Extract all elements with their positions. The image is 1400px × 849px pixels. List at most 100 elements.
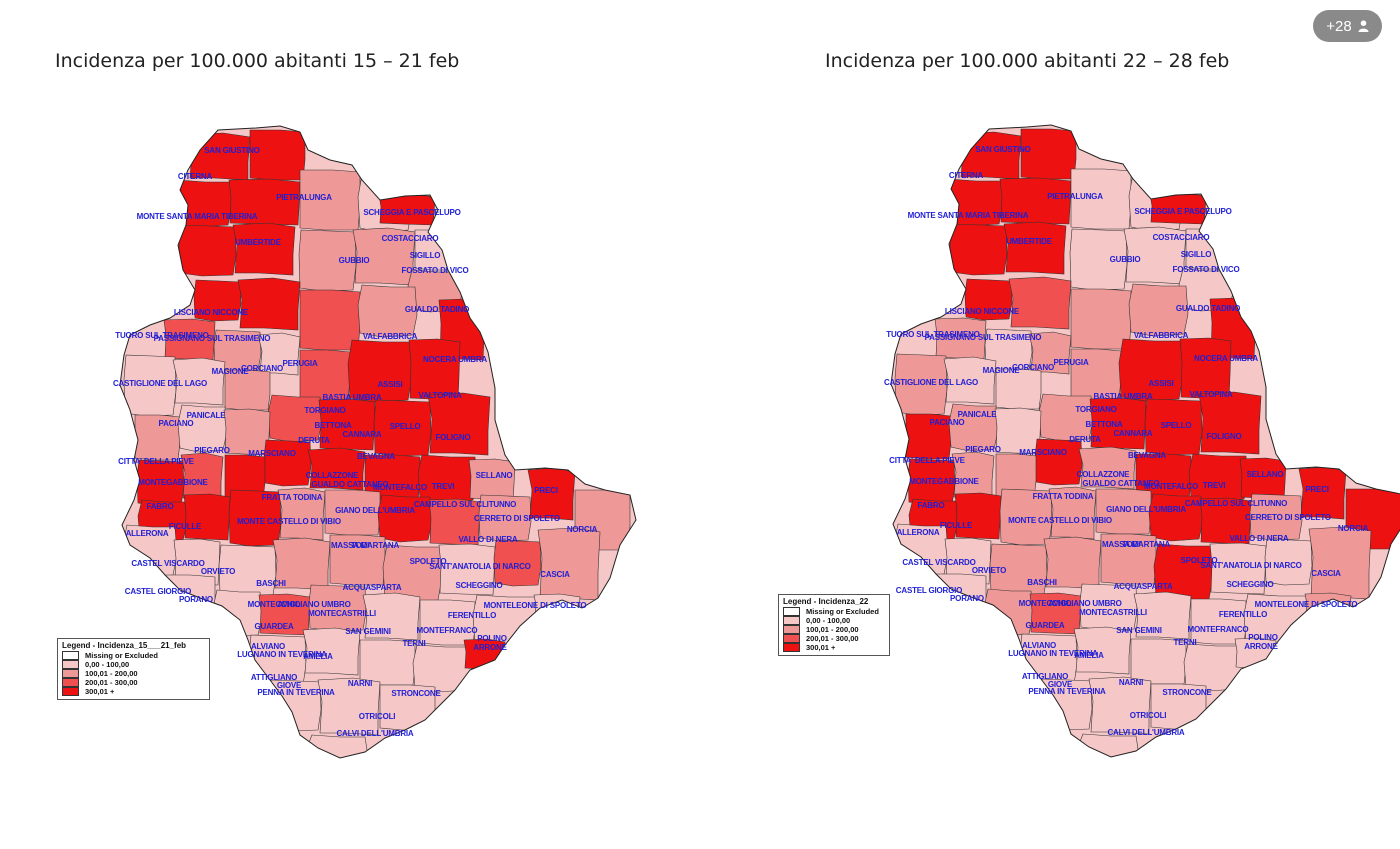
municipality-label: GUARDEA [1025, 621, 1064, 630]
municipality-label: CASCIA [1311, 569, 1341, 578]
municipality-polygon [1088, 676, 1152, 735]
legend-label: Missing or Excluded [806, 607, 879, 616]
municipality-label: DERUTA [1069, 435, 1101, 444]
municipality-layer [120, 126, 636, 758]
municipality-label: GUBBIO [339, 256, 370, 265]
municipality-label: MONTECASTRILLI [308, 609, 376, 618]
participants-badge[interactable]: +28 [1313, 10, 1382, 42]
municipality-label: ORVIETO [972, 566, 1006, 575]
municipality-label: SCHEGGINO [1226, 580, 1273, 589]
municipality-label: CALVI DELL'UMBRIA [1107, 728, 1184, 737]
participants-count: +28 [1326, 17, 1352, 35]
municipality-polygon [438, 543, 496, 596]
municipality-label: BASCHI [1027, 578, 1056, 587]
municipality-label: MONTECCHIO [248, 600, 301, 609]
municipality-label: MARSCIANO [1019, 448, 1067, 457]
legend-label: 200,01 - 300,00 [85, 678, 138, 687]
municipality-label: CASTIGLIONE DEL LAGO [884, 378, 978, 387]
municipality-label: CORCIANO [1012, 363, 1054, 372]
municipality-label: CANNARA [1113, 429, 1152, 438]
legend-label: 0,00 - 100,00 [806, 616, 851, 625]
municipality-label: CERRETO DI SPOLETO [474, 514, 560, 523]
municipality-label: FOSSATO DI VICO [1173, 265, 1240, 274]
municipality-label: NORCIA [567, 525, 598, 534]
municipality-polygon [1038, 393, 1094, 442]
municipality-label: PRECI [1305, 485, 1328, 494]
municipality-label: ATTIGLIANO [1022, 672, 1068, 681]
municipality-label: CITTA' DELLA PIEVE [889, 456, 966, 465]
legend-swatch [62, 669, 79, 678]
municipality-label: SELLANO [476, 471, 513, 480]
municipality-label: ORVIETO [201, 567, 235, 576]
municipality-label: NORCIA [1338, 524, 1369, 533]
legend-item: 200,01 - 300,00 [62, 678, 205, 687]
municipality-polygon [949, 223, 1008, 276]
municipality-label: CASTEL VISCARDO [131, 559, 204, 568]
municipality-label: ALVIANO [251, 642, 285, 651]
region-outline [890, 124, 1400, 758]
municipality-label: SPELLO [1161, 421, 1192, 430]
legend-swatch [62, 651, 79, 660]
municipality-polygon [1190, 598, 1247, 645]
municipality-label: CASTIGLIONE DEL LAGO [113, 379, 207, 388]
legend-label: 100,01 - 200,00 [806, 625, 859, 634]
municipality-label: SPOLETO [1181, 556, 1218, 565]
municipality-label: VALTOPINA [1189, 390, 1233, 399]
municipality-label: SANT'ANATOLIA DI NARCO [1200, 561, 1301, 570]
municipality-polygon [1069, 228, 1128, 291]
municipality-polygon [427, 392, 491, 456]
legend-swatch [62, 678, 79, 687]
person-icon [1358, 20, 1369, 32]
legend-label: Missing or Excluded [85, 651, 158, 660]
municipality-label: GUALDO CATTANEO [311, 480, 388, 489]
municipality-label: ASSISI [377, 380, 402, 389]
municipality-label: TERNI [1173, 638, 1196, 647]
municipality-label: CASTEL GIORGIO [125, 587, 191, 596]
municipality-label: MONTE CASTELLO DI VIBIO [1008, 516, 1112, 525]
municipality-polygon [228, 178, 301, 226]
municipality-label: PIETRALUNGA [1047, 192, 1103, 201]
municipality-label: MONTEFALCO [1144, 482, 1198, 491]
municipality-polygon [1198, 391, 1262, 455]
municipality-label: SAN GIUSTINO [975, 145, 1030, 154]
legend-item: Missing or Excluded [62, 651, 205, 660]
municipality-label: NARNI [1119, 678, 1143, 687]
legend-swatch [783, 607, 800, 616]
municipality-label: SIGILLO [1181, 250, 1212, 259]
municipality-label: VALFABBRICA [363, 332, 418, 341]
municipality-label: CAMPELLO SUL CLITUNNO [414, 500, 516, 509]
municipality-label: CITTA' DELLA PIEVE [118, 457, 195, 466]
municipality-label: ALVIANO [1022, 641, 1056, 650]
municipality-label: CALVI DELL'UMBRIA [336, 729, 413, 738]
legend-label: 300,01 + [806, 643, 836, 652]
municipality-label: AVIGLIANO UMBRO [277, 600, 350, 609]
municipality-label: CITERNA [178, 172, 213, 181]
municipality-label: FABRO [146, 502, 173, 511]
municipality-polygon [257, 332, 301, 376]
legend-swatch [783, 625, 800, 634]
municipality-label: UMBERTIDE [1006, 237, 1053, 246]
municipality-label: LUGNANO IN TEVERINA [1008, 649, 1098, 658]
municipality-polygon [1034, 438, 1083, 486]
municipality-polygon [347, 339, 413, 403]
municipality-label: ALLERONA [126, 529, 169, 538]
municipality-polygon [1128, 283, 1189, 337]
municipality-polygon [357, 284, 418, 338]
municipality-polygon [302, 627, 361, 676]
municipality-polygon [478, 494, 532, 542]
municipality-polygon [1183, 643, 1244, 692]
municipality-label: MAGIONE [212, 367, 250, 376]
municipality-label: GIOVE [277, 681, 302, 690]
municipality-polygon [1209, 542, 1267, 595]
municipality-label: BETTONA [1085, 420, 1123, 429]
legend-item: 200,01 - 300,00 [783, 634, 885, 643]
municipality-label: SAN GEMINI [345, 627, 391, 636]
municipality-label: AVIGLIANO UMBRO [1048, 599, 1121, 608]
municipality-label: LISCIANO NICCONE [945, 307, 1020, 316]
municipality-label: TORGIANO [304, 406, 345, 415]
municipality-polygon [213, 329, 262, 372]
municipality-label: GUALDO TADINO [1176, 304, 1240, 313]
municipality-polygon [1118, 338, 1184, 402]
municipality-label: BASTIA UMBRA [1093, 392, 1152, 401]
legend-item: 100,01 - 200,00 [62, 669, 205, 678]
